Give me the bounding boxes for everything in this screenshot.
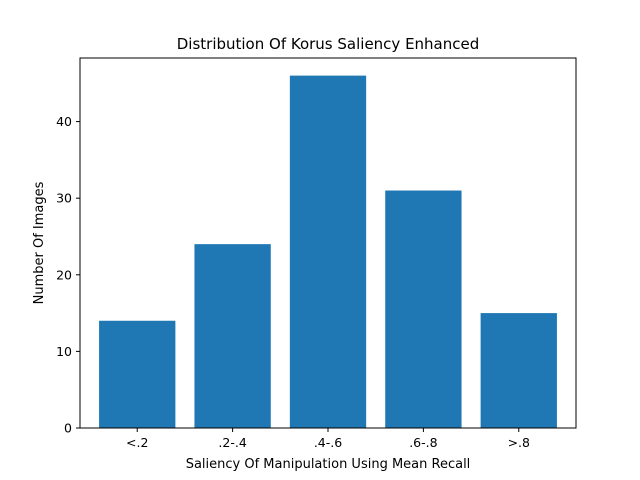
x-axis-ticks: <.2 .2-.4 .4-.6 .6-.8 >.8 <box>126 428 530 450</box>
bar-4 <box>385 190 462 428</box>
y-axis-ticks: 0 10 20 30 40 <box>56 114 80 436</box>
chart-title: Distribution Of Korus Saliency Enhanced <box>177 35 480 53</box>
x-tick-label: .4-.6 <box>314 435 342 450</box>
bar-3 <box>289 75 367 428</box>
y-axis-label: Number Of Images <box>32 181 47 304</box>
x-tick-label: .6-.8 <box>409 435 437 450</box>
plot-area-frame <box>79 57 577 429</box>
x-tick-label: <.2 <box>126 435 148 450</box>
x-tick-label: .2-.4 <box>218 435 246 450</box>
bar-1 <box>99 320 176 428</box>
y-tick-label: 10 <box>56 344 72 359</box>
y-tick-label: 30 <box>56 191 72 206</box>
y-tick-label: 40 <box>56 114 72 129</box>
bar-5 <box>480 313 557 428</box>
y-tick-label: 20 <box>56 267 72 282</box>
x-axis-label: Saliency Of Manipulation Using Mean Reca… <box>186 457 471 472</box>
bars-group <box>99 75 557 428</box>
bar-2 <box>194 244 271 428</box>
y-tick-label: 0 <box>64 421 72 436</box>
x-tick-label: >.8 <box>508 435 530 450</box>
